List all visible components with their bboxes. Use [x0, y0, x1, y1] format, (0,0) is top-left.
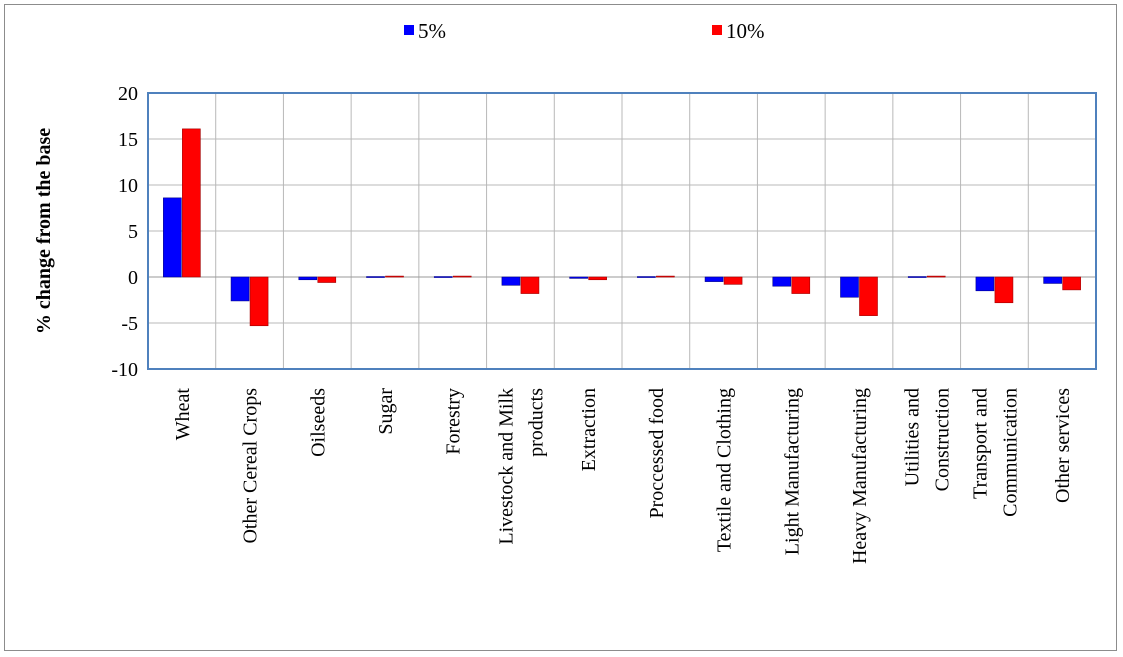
- bar-10pct: [656, 275, 675, 278]
- x-category-label: Communication: [999, 388, 1021, 517]
- legend-label-5pct: 5%: [418, 19, 446, 43]
- x-category-label: Heavy Manufacturing: [849, 388, 871, 564]
- y-axis-ticks: 20 15 10 5 0 -5 -10: [111, 83, 138, 381]
- bars: [163, 128, 1081, 327]
- bar-5pct: [298, 276, 318, 281]
- x-category-label: products: [525, 388, 547, 457]
- bar-10pct: [588, 276, 607, 281]
- plot-area-border: [147, 92, 1097, 370]
- x-category-label: Transport and: [969, 388, 991, 499]
- bar-5pct: [704, 276, 724, 282]
- bar-10pct: [452, 275, 472, 278]
- x-category-label: Livestock and Milk: [495, 388, 517, 545]
- y-axis-label: % change from the base: [33, 128, 55, 334]
- bar-10pct: [317, 276, 337, 283]
- x-category-label: Other services: [1052, 388, 1074, 503]
- bar-10pct: [249, 276, 269, 327]
- bar-10pct: [182, 128, 201, 278]
- bar-10pct: [1062, 276, 1081, 291]
- bar-5pct: [433, 276, 453, 278]
- bar-5pct: [501, 276, 521, 286]
- legend: 5% 10%: [404, 19, 765, 43]
- chart-frame: [4, 4, 1117, 651]
- bar-10pct: [859, 276, 878, 316]
- grid-lines: [148, 92, 1096, 370]
- bar-5pct: [163, 197, 182, 278]
- bar-5pct: [907, 276, 927, 278]
- bar-10pct: [994, 276, 1014, 304]
- bar-10pct: [520, 276, 540, 294]
- bar-10pct: [385, 275, 404, 278]
- bar-10pct: [723, 276, 743, 285]
- bar-5pct: [975, 276, 995, 292]
- y-tick-label: 5: [128, 221, 138, 243]
- bar-10pct: [926, 275, 946, 278]
- bar-10pct: [791, 276, 811, 294]
- y-tick-label: -10: [111, 359, 138, 381]
- x-category-label: Oilseeds: [307, 388, 329, 457]
- x-category-label: Textile and Clothing: [714, 388, 736, 552]
- y-tick-label: 10: [118, 175, 138, 197]
- x-category-label: Sugar: [375, 388, 397, 435]
- x-category-label: Forestry: [443, 388, 465, 455]
- x-category-label: Utilities and: [902, 388, 924, 486]
- bar-5pct: [772, 276, 792, 287]
- bar-5pct: [840, 276, 859, 298]
- legend-swatch-5pct: [404, 25, 414, 35]
- legend-label-10pct: 10%: [726, 19, 765, 43]
- x-category-label: Light Manufacturing: [781, 388, 803, 555]
- bar-5pct: [1043, 276, 1062, 284]
- bar-5pct: [569, 276, 588, 279]
- x-category-label: Wheat: [172, 388, 194, 441]
- legend-swatch-10pct: [712, 25, 722, 35]
- x-category-label: Construction: [932, 388, 954, 491]
- y-tick-label: 0: [128, 267, 138, 289]
- y-tick-label: -5: [121, 313, 138, 335]
- bar-5pct: [366, 276, 385, 278]
- x-category-label: Proccessed food: [646, 388, 668, 519]
- x-category-label: Other Cereal Crops: [240, 388, 262, 544]
- bar-5pct: [230, 276, 250, 302]
- bar-5pct: [637, 276, 656, 278]
- y-tick-label: 15: [118, 129, 138, 151]
- y-tick-label: 20: [118, 83, 138, 105]
- x-category-label: Extraction: [578, 388, 600, 471]
- x-axis-categories: Wheat Other Cereal Crops Oilseeds Sugar Fore…: [172, 388, 1074, 564]
